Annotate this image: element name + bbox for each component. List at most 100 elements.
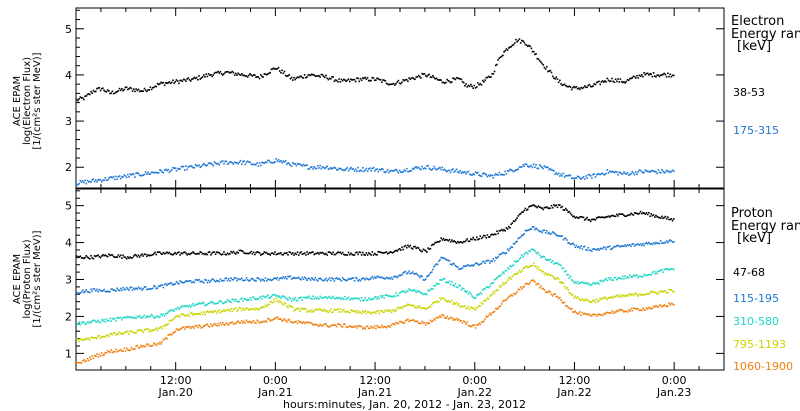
proton-point	[646, 293, 649, 296]
proton-point	[497, 289, 499, 291]
proton-point	[466, 321, 469, 324]
proton-point	[257, 320, 260, 323]
electron-point	[502, 54, 504, 57]
proton-point	[83, 291, 85, 294]
proton-point	[416, 305, 419, 307]
proton-point	[602, 246, 605, 248]
proton-point	[290, 278, 293, 280]
electron-point	[672, 170, 675, 172]
proton-point	[536, 228, 539, 231]
electron-point	[471, 85, 473, 88]
electron-point	[269, 161, 272, 164]
proton-point	[217, 302, 219, 304]
electron-point	[347, 78, 350, 80]
proton-point	[643, 273, 645, 276]
proton-point	[623, 245, 625, 248]
electron-point	[267, 73, 269, 75]
proton-point	[192, 251, 194, 253]
electron-point	[111, 176, 114, 179]
proton-point	[96, 353, 98, 356]
electron-point	[371, 76, 374, 79]
proton-ytick-label: 1	[65, 347, 72, 360]
proton-point	[531, 279, 534, 282]
proton-point	[274, 293, 276, 296]
electron-point	[83, 98, 85, 101]
proton-point	[672, 304, 675, 306]
proton-point	[194, 279, 197, 281]
proton-legend-ch3: 310-580	[733, 315, 779, 328]
proton-point	[242, 322, 244, 324]
proton-point	[199, 280, 202, 283]
electron-point	[325, 166, 327, 169]
proton-point	[307, 310, 310, 313]
proton-point	[508, 268, 510, 271]
proton-point	[162, 325, 165, 327]
proton-point	[461, 287, 464, 290]
electron-point	[148, 89, 150, 91]
proton-point	[334, 297, 337, 300]
proton-point	[625, 277, 628, 280]
electron-point	[511, 44, 514, 47]
proton-point	[344, 323, 346, 325]
proton-point	[594, 313, 597, 316]
proton-point	[360, 312, 363, 315]
proton-point	[542, 208, 545, 211]
proton-point	[249, 251, 251, 254]
proton-point	[194, 304, 197, 306]
proton-point	[626, 276, 629, 278]
proton-point	[530, 264, 533, 267]
electron-point	[630, 172, 632, 175]
proton-point	[557, 263, 560, 266]
electron-point	[537, 58, 540, 60]
electron-point	[478, 174, 480, 176]
proton-point	[206, 253, 209, 256]
proton-point	[200, 327, 203, 329]
proton-point	[337, 278, 339, 280]
proton-point	[413, 289, 415, 291]
proton-point	[477, 323, 479, 326]
proton-point	[473, 238, 476, 241]
electron-point	[370, 79, 372, 82]
proton-point	[96, 254, 98, 257]
proton-point	[522, 234, 524, 237]
proton-point	[362, 277, 364, 279]
proton-point	[182, 282, 185, 284]
proton-point	[147, 254, 149, 256]
electron-point	[227, 71, 230, 73]
proton-point	[161, 253, 164, 255]
proton-point	[575, 297, 578, 299]
electron-point	[599, 173, 601, 176]
electron-point	[91, 92, 94, 94]
proton-point	[606, 311, 609, 314]
proton-point	[631, 310, 634, 312]
proton-point	[211, 310, 213, 313]
proton-point	[288, 251, 291, 253]
proton-point	[105, 290, 108, 293]
proton-legend-sub: Energy ran	[731, 219, 800, 234]
proton-point	[671, 268, 674, 270]
proton-point	[103, 318, 105, 321]
electron-point	[517, 168, 520, 171]
proton-point	[214, 280, 217, 283]
proton-point	[308, 295, 311, 298]
proton-point	[551, 260, 554, 262]
electron-point	[401, 171, 403, 174]
proton-point	[149, 329, 152, 331]
proton-point	[500, 303, 503, 305]
electron-point	[142, 90, 145, 93]
proton-point	[423, 321, 426, 324]
proton-point	[585, 248, 587, 251]
proton-point	[98, 334, 101, 337]
proton-point	[314, 323, 317, 326]
proton-point	[188, 304, 191, 307]
electron-point	[211, 163, 213, 166]
proton-point	[146, 255, 148, 258]
proton-point	[347, 251, 350, 254]
proton-point	[526, 253, 529, 255]
proton-point	[167, 311, 169, 313]
electron-point	[384, 80, 387, 82]
electron-point	[486, 76, 489, 79]
proton-point	[197, 252, 199, 255]
proton-point	[295, 307, 298, 310]
proton-point	[84, 256, 86, 259]
